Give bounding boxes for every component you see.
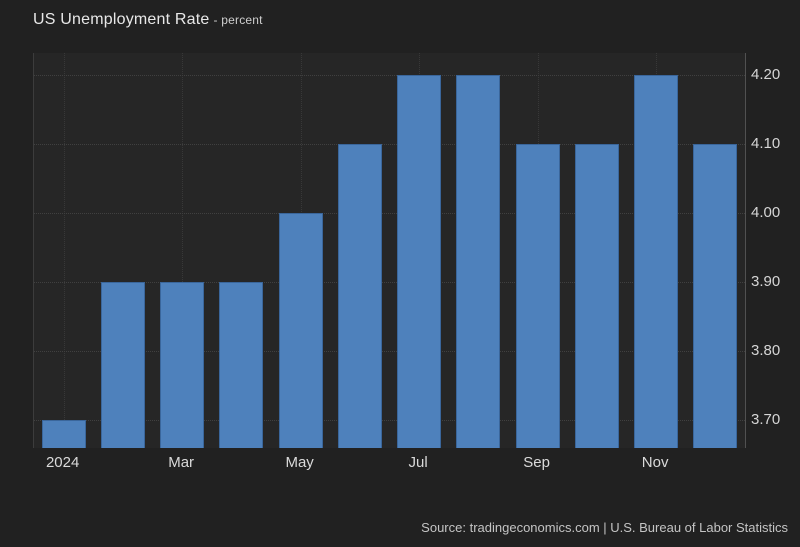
vertical-gridline <box>63 53 65 448</box>
x-axis-tick-label: Nov <box>641 454 669 471</box>
horizontal-gridline <box>34 75 745 77</box>
bar-sep-2024[interactable] <box>515 144 560 448</box>
bar-feb-2024[interactable] <box>100 282 145 448</box>
chart-title-text: US Unemployment Rate <box>33 11 210 28</box>
y-axis-tick-label: 4.10 <box>751 135 781 153</box>
x-axis-tick-label: 2024 <box>45 454 80 471</box>
bar-mar-2024[interactable] <box>160 282 205 448</box>
bar-dec-2024[interactable] <box>693 144 738 448</box>
x-axis-tick-label: Mar <box>168 454 195 471</box>
horizontal-gridline <box>34 351 745 353</box>
bar-nov-2024[interactable] <box>634 75 679 448</box>
chart-title: US Unemployment Rate - percent <box>33 11 263 29</box>
plot-area <box>33 53 746 448</box>
horizontal-gridline <box>34 213 745 215</box>
horizontal-gridline <box>34 144 745 146</box>
bar-oct-2024[interactable] <box>574 144 619 448</box>
x-axis-tick-label: May <box>285 454 314 471</box>
y-axis-tick-label: 3.90 <box>751 273 781 291</box>
bar-aug-2024[interactable] <box>456 75 501 448</box>
source-attribution: Source: tradingeconomics.com | U.S. Bure… <box>421 520 788 535</box>
horizontal-gridline <box>34 420 745 422</box>
bar-apr-2024[interactable] <box>219 282 264 448</box>
bar-jan-2024[interactable] <box>41 420 86 448</box>
y-axis-tick-label: 4.20 <box>751 66 781 84</box>
bar-jul-2024[interactable] <box>397 75 442 448</box>
y-axis-tick-label: 3.80 <box>751 342 781 360</box>
bar-jun-2024[interactable] <box>337 144 382 448</box>
vertical-gridline <box>182 53 184 448</box>
bar-may-2024[interactable] <box>278 213 323 448</box>
y-axis-tick-label: 4.00 <box>751 204 781 222</box>
x-axis-tick-label: Sep <box>523 454 550 471</box>
y-axis-tick-label: 3.70 <box>751 411 781 429</box>
x-axis-tick-label: Jul <box>408 454 428 471</box>
chart-title-unit: - percent <box>213 13 263 27</box>
horizontal-gridline <box>34 282 745 284</box>
